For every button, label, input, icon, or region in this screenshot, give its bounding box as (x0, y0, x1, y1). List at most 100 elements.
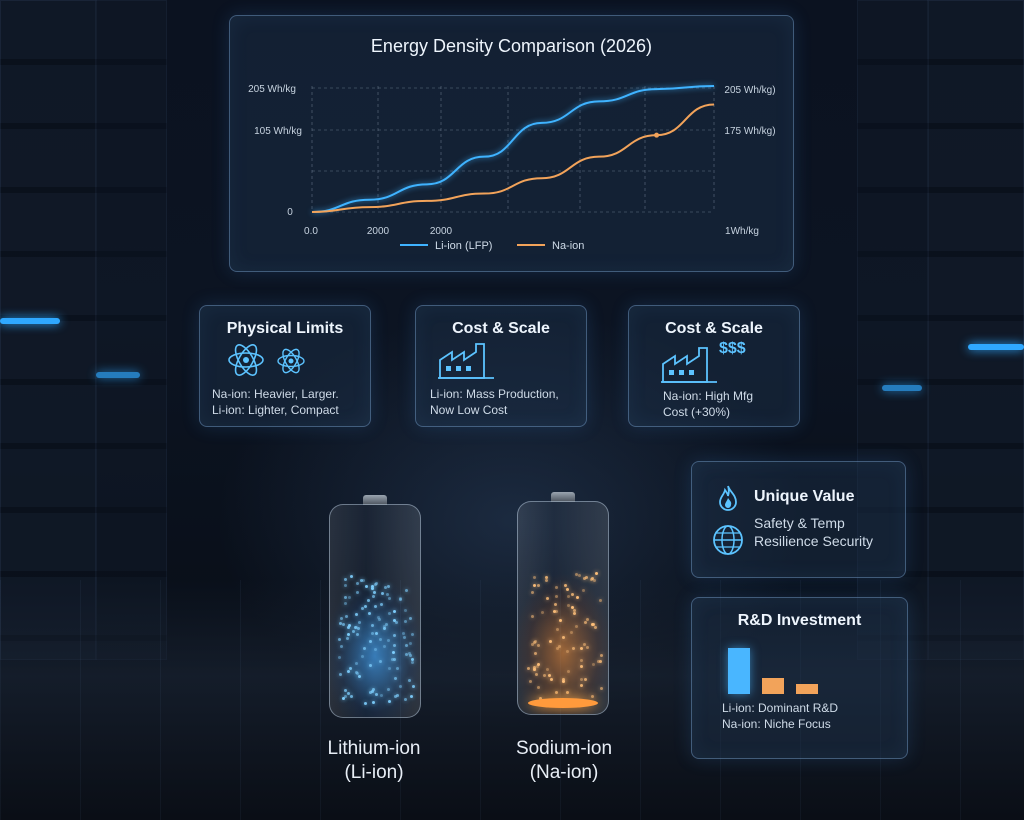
particle (574, 573, 578, 577)
globe-icon (713, 525, 743, 555)
particle (536, 583, 540, 587)
particle (409, 641, 412, 645)
particle (374, 581, 378, 585)
rd-bar-na-ion (762, 678, 784, 694)
particle (347, 669, 351, 673)
battery-particles (518, 562, 608, 714)
particle (360, 578, 364, 582)
particle (599, 653, 603, 657)
particle (396, 693, 400, 697)
particle (408, 679, 411, 683)
battery-cap (551, 492, 575, 502)
x-tick: 2000 (430, 226, 453, 237)
particle (346, 637, 350, 641)
particle (364, 585, 368, 589)
particle (554, 585, 558, 589)
particle (378, 617, 382, 621)
particle (379, 659, 383, 663)
particle (532, 641, 536, 645)
series-line-li-ion (311, 85, 715, 213)
particle (553, 602, 557, 606)
money-icon: $$$ (719, 340, 746, 357)
particle (403, 636, 407, 640)
particle (384, 623, 388, 627)
particle (576, 596, 580, 600)
particle (379, 638, 383, 642)
atom-icon (277, 348, 305, 374)
particle (399, 598, 403, 602)
particle (567, 595, 571, 599)
particle (405, 643, 409, 647)
particle (583, 643, 586, 647)
particle (358, 620, 362, 624)
particle (591, 694, 595, 698)
particle (405, 652, 409, 656)
particle (350, 575, 354, 579)
particle (353, 626, 357, 630)
particle (571, 605, 575, 609)
particle (351, 629, 355, 633)
particle (566, 690, 570, 694)
particle (370, 624, 374, 628)
particle (363, 605, 367, 609)
y-tick-left: 205 Wh/kg (248, 84, 296, 95)
particle (403, 619, 407, 623)
chart-grid (311, 86, 715, 213)
particle (573, 609, 577, 613)
rack-led (96, 372, 140, 378)
particle (403, 698, 407, 702)
chart-panel: Energy Density Comparison (2026) 205 Wh/… (229, 15, 794, 272)
particle (411, 657, 415, 661)
particle (343, 695, 347, 699)
particle (374, 647, 378, 651)
particle (555, 595, 559, 599)
battery-label-line: (Li-ion) (344, 762, 404, 783)
rack-led (0, 318, 60, 324)
particle (344, 614, 348, 618)
particle (596, 660, 600, 664)
particle (408, 617, 412, 621)
particle (370, 584, 374, 588)
energy-density-chart: 205 Wh/kg 105 Wh/kg 0 205 Wh/kg) 175 Wh/… (248, 84, 775, 252)
card-text: Now Low Cost (430, 403, 508, 417)
particle (392, 643, 396, 647)
particle (532, 668, 536, 672)
particle (360, 606, 364, 610)
particle (583, 621, 587, 625)
particle (368, 691, 372, 695)
particle (584, 677, 588, 681)
particle (348, 596, 352, 600)
battery-sodium-ion (517, 492, 609, 715)
particle (592, 578, 596, 582)
legend-label-li-ion: Li-ion (LFP) (435, 240, 492, 252)
y-tick-right: 175 Wh/kg) (724, 126, 775, 137)
particle (386, 688, 390, 692)
particle (530, 642, 534, 646)
card-title: Cost & Scale (452, 320, 550, 337)
particle (526, 666, 530, 670)
particle (362, 578, 366, 582)
battery-body (329, 504, 421, 718)
card-text: Cost (+30%) (663, 405, 731, 419)
particle (544, 578, 548, 582)
flame-icon (719, 485, 737, 511)
particle (537, 644, 540, 648)
particle (386, 638, 390, 642)
particle (574, 624, 578, 628)
particle (543, 673, 547, 677)
particle (580, 677, 584, 681)
particle (356, 627, 360, 631)
particle (536, 663, 540, 667)
card-title: Physical Limits (226, 320, 344, 337)
particle (570, 630, 574, 634)
floor (0, 580, 1024, 820)
particle (372, 595, 376, 599)
card-cost-scale-li-ion: Cost & Scale Li-ion: Mass Production, No… (415, 305, 587, 427)
particle (580, 683, 584, 687)
card-title: Unique Value (754, 488, 855, 505)
particle (356, 632, 360, 636)
battery-body (517, 501, 609, 715)
particle (368, 663, 372, 667)
particle (546, 667, 550, 671)
card-title: R&D Investment (737, 612, 862, 629)
